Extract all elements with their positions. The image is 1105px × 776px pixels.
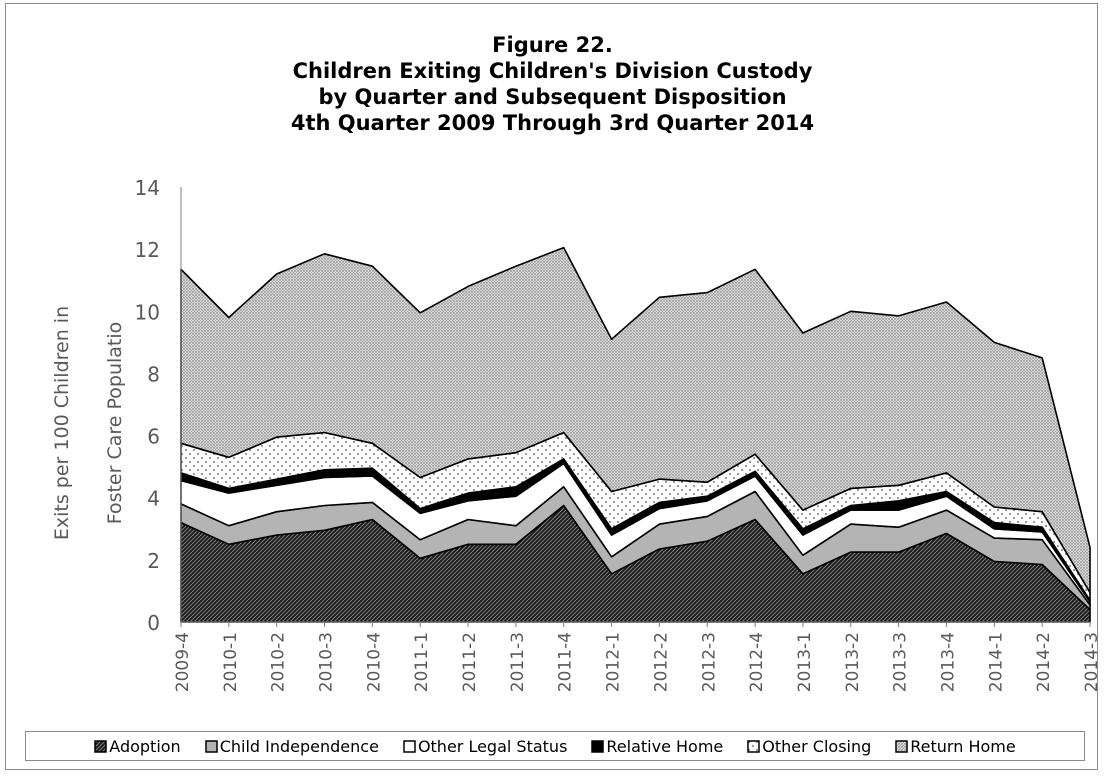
legend-swatch: [895, 739, 909, 753]
legend-swatch: [747, 739, 761, 753]
legend-label: Other Closing: [762, 736, 872, 756]
legend-label: Child Independence: [219, 736, 379, 756]
chart-title-line-1: Figure 22.: [492, 33, 613, 57]
legend-swatch: [591, 739, 605, 753]
x-tick-label: 2012-4: [747, 632, 767, 692]
legend: Adoption Child Independence Other Legal St…: [25, 731, 1085, 761]
x-tick-label: 2011-3: [508, 632, 528, 692]
legend-label: Other Legal Status: [417, 736, 568, 756]
legend-label: Relative Home: [606, 736, 724, 756]
legend-item-child-independence: Child Independence: [204, 736, 379, 756]
areas-group: [180, 246, 1091, 623]
chart-title-line-4: 4th Quarter 2009 Through 3rd Quarter 201…: [290, 111, 815, 135]
x-tick-label: 2014-1: [986, 632, 1006, 692]
y-tick-label: 10: [135, 300, 160, 324]
y-axis-label-line-1: Exits per 100 Children in: [51, 306, 73, 540]
x-tick-label: 2012-3: [699, 632, 719, 692]
x-tick-label: 2011-4: [556, 632, 576, 692]
legend-item-other-legal-status: Other Legal Status: [403, 737, 567, 756]
chart-title: Figure 22. Children Exiting Children's D…: [0, 32, 1105, 136]
legend-item-return-home: Return Home: [895, 736, 1016, 756]
chart-title-line-3: by Quarter and Subsequent Disposition: [318, 85, 787, 109]
y-tick-label: 0: [147, 611, 160, 635]
y-tick-label: 4: [147, 487, 160, 511]
x-tick-label: 2012-1: [604, 632, 624, 692]
x-tick-label: 2009-4: [173, 632, 193, 692]
legend-item-other-closing: Other Closing: [747, 737, 871, 756]
area-return-home: [180, 246, 1091, 594]
legend-item-adoption: Adoption: [94, 736, 181, 756]
x-tick-label: 2014-3: [1082, 632, 1102, 692]
x-tick-label: 2010-2: [269, 632, 289, 692]
y-tick-label: 14: [135, 176, 160, 200]
legend-swatch: [403, 739, 416, 753]
y-tick-label: 6: [147, 425, 160, 449]
y-axis-label-line-2: Foster Care Populatio: [104, 322, 126, 525]
y-axis-label: Exits per 100 Children in Foster Care Po…: [51, 306, 126, 540]
axes-group: 0 2 4 6 8 10 12 14 2009-4 2010-1 2010-2 2010-3 2010-…: [135, 176, 1102, 692]
legend-label: Adoption: [109, 736, 181, 756]
x-tick-label: 2011-1: [412, 632, 432, 692]
x-tick-label: 2011-2: [460, 632, 480, 692]
y-tick-label: 12: [135, 238, 160, 262]
x-tick-label: 2013-4: [939, 632, 959, 692]
x-tick-label: 2010-3: [317, 632, 337, 692]
x-tick-label: 2010-4: [364, 632, 384, 692]
x-tick-label: 2014-2: [1034, 632, 1054, 692]
chart-title-line-2: Children Exiting Children's Division Cus…: [292, 59, 813, 83]
y-tick-label: 8: [147, 362, 160, 386]
legend-swatch: [94, 739, 108, 753]
legend-swatch: [204, 739, 218, 753]
legend-label: Return Home: [910, 736, 1016, 756]
legend-item-relative-home: Relative Home: [591, 737, 723, 756]
x-tick-label: 2013-1: [795, 632, 815, 692]
x-tick-label: 2013-2: [843, 632, 863, 692]
x-tick-label: 2010-1: [221, 632, 241, 692]
x-tick-label: 2013-3: [891, 632, 911, 692]
y-tick-label: 2: [147, 549, 160, 573]
x-tick-label: 2012-2: [651, 632, 671, 692]
